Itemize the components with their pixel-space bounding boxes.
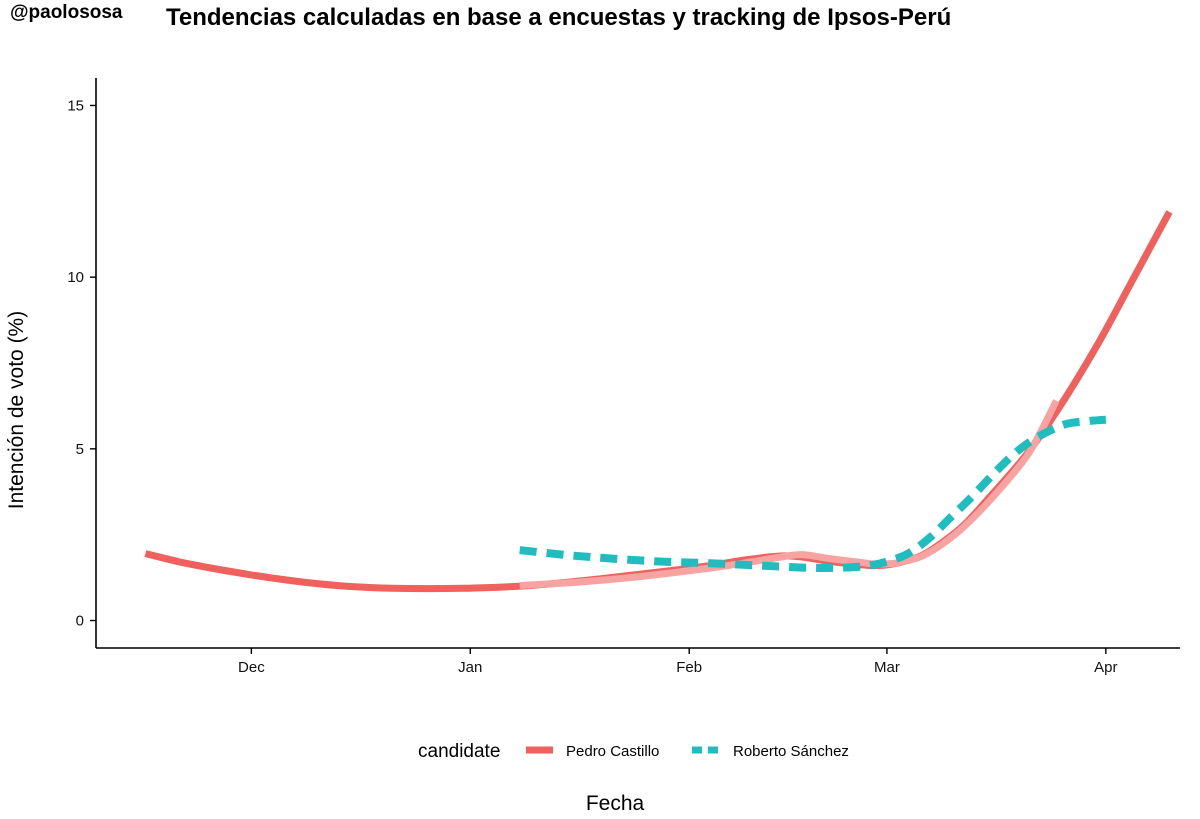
chart-title: Tendencias calculadas en base a encuesta… [166,4,952,31]
x-tick-label: Jan [458,659,482,676]
x-tick-label: Apr [1094,659,1117,676]
y-tick-label: 0 [76,613,84,630]
ticks: 0 5 10 15 Dec Jan Feb Mar Apr [67,97,1117,676]
legend-label-roberto-sanchez: Roberto Sánchez [733,743,849,760]
x-tick-label: Mar [874,659,900,676]
series-band-pedro-castillo [519,399,1060,589]
x-axis-label: Fecha [586,792,645,815]
legend-title: candidate [418,741,500,762]
y-tick-label: 5 [76,441,84,458]
author-handle: @paolososa [10,2,123,23]
y-axis-label: Intención de voto (%) [5,311,28,509]
x-tick-label: Dec [238,659,265,676]
axes [95,78,1180,649]
y-tick-label: 10 [67,269,84,286]
x-tick-label: Feb [676,659,702,676]
series-line-roberto-sanchez [519,415,1107,573]
plot-area [144,210,1173,593]
y-tick-label: 15 [67,97,84,114]
legend: candidate Pedro Castillo Roberto Sánchez [418,741,849,762]
series-line-pedro-castillo [144,210,1173,593]
legend-label-pedro-castillo: Pedro Castillo [566,743,659,760]
